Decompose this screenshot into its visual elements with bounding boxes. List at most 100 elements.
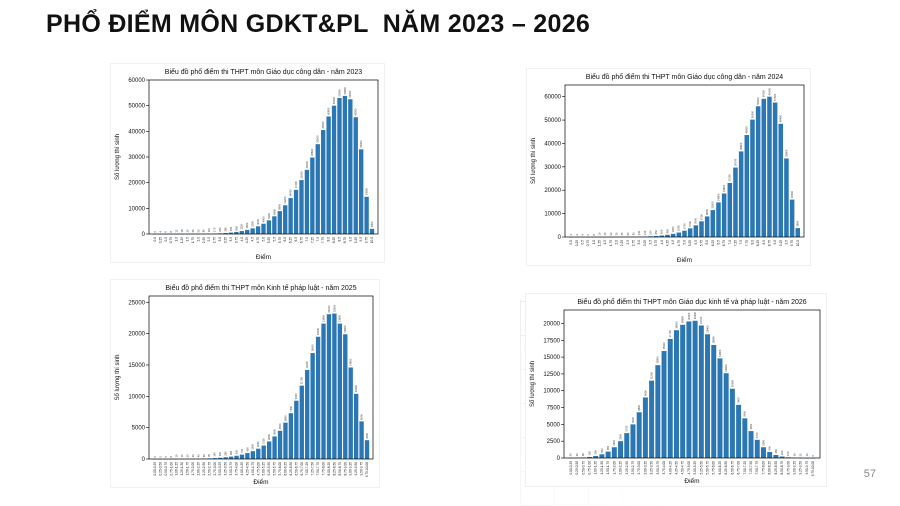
x-tick-label: 9.0	[348, 237, 352, 242]
bar-value-label: 21600	[321, 314, 325, 322]
bar-value-label: 19900	[343, 325, 347, 333]
x-tick-label: 5.25-5.50	[267, 462, 271, 476]
bar-value-label: 550	[229, 226, 233, 231]
bar-value-label: 55	[196, 229, 200, 232]
x-tick-label: 8.75-9.00	[343, 462, 347, 476]
x-tick-label: 2.75	[213, 237, 217, 243]
x-tick-label: 8.00-8.25	[768, 461, 772, 475]
bar-value-label: 29800	[310, 148, 314, 156]
bar-value-label: 140	[637, 230, 641, 235]
x-tick-label: 9.25	[354, 237, 358, 243]
bar-value-label: 14800	[718, 349, 722, 357]
x-tick-label: 4.50-4.75	[251, 462, 255, 476]
x-tick-label: 7.75	[321, 237, 325, 243]
x-tick-label: 2.25	[202, 237, 206, 243]
bar-value-label: 35000	[316, 135, 320, 143]
bar-value-label: 5	[811, 454, 815, 456]
bar-value-label: 8	[169, 455, 173, 457]
bar-value-label: 29700	[733, 158, 737, 166]
y-axis-label: Số lượng thí sinh	[115, 355, 121, 401]
bar	[369, 228, 375, 234]
bar	[310, 157, 315, 234]
bar-value-label: 19500	[316, 327, 320, 335]
x-tick-label: 8.0	[327, 237, 331, 242]
x-tick-label: 6.75	[299, 237, 303, 243]
x-tick-label: 0.25	[575, 240, 579, 246]
x-tick-label: 4.0	[240, 237, 244, 242]
plot-frame	[564, 84, 805, 238]
bar-value-label: 6	[164, 230, 168, 232]
bar-value-label: 110	[207, 228, 211, 233]
bar	[705, 334, 711, 458]
bar	[255, 226, 261, 234]
bar-value-label: 5800	[283, 415, 287, 421]
bar-value-label: 30	[614, 232, 618, 235]
bar	[234, 231, 239, 234]
bar	[223, 457, 228, 459]
bar	[680, 324, 686, 458]
y-tick-label: 5000	[547, 422, 561, 428]
bar	[326, 116, 331, 234]
y-tick-label: 0	[557, 456, 561, 462]
bar	[653, 235, 659, 237]
bar	[767, 96, 772, 237]
bar-value-label: 12	[175, 229, 179, 232]
bar	[261, 223, 266, 234]
bar-value-label: 9300	[294, 393, 298, 399]
bar-value-label: 2800	[267, 434, 271, 440]
bar-value-label: 53800	[343, 87, 347, 95]
bar-value-label: 8	[592, 233, 596, 235]
bar-value-label: 5300	[267, 213, 271, 219]
x-axis-label: Điểm	[684, 477, 699, 485]
bar	[250, 228, 255, 234]
bar-value-label: 1600	[612, 439, 616, 445]
x-tick-label: 4.75-5.00	[687, 461, 691, 475]
bar	[294, 400, 299, 459]
chart-2025: Biểu đồ phổ điểm thi THPT môn Kinh tế ph…	[111, 280, 379, 487]
x-tick-label: 4.0	[660, 240, 664, 245]
bar	[331, 105, 337, 234]
bar-value-label: 210	[643, 230, 647, 235]
bar	[305, 369, 310, 459]
x-tick-label: 5.75-6.00	[712, 461, 716, 475]
bar-value-label: 4	[158, 230, 162, 232]
x-tick-label: 1.25-1.50	[600, 461, 604, 475]
bar-value-label: 5	[586, 233, 590, 235]
bar-value-label: 45800	[327, 107, 331, 115]
x-tick-label: 5.5	[694, 240, 698, 245]
bar-value-label: 100	[786, 451, 790, 456]
x-tick-label: 4.25-4.50	[245, 462, 249, 476]
bar-value-label: 80	[202, 229, 206, 232]
bar-value-label: 11500	[650, 372, 654, 380]
x-tick-label: 10.0	[796, 240, 800, 246]
x-tick-label: 1.75-2.00	[191, 462, 195, 476]
x-tick-label: 9.25-9.50	[354, 462, 358, 476]
bar	[779, 456, 785, 458]
bar	[655, 365, 661, 458]
x-tick-label: 2.50-2.75	[207, 462, 211, 476]
bar	[277, 211, 282, 234]
bar-value-label: 6900	[272, 208, 276, 214]
bar-value-label: 650	[660, 229, 664, 234]
x-tick-label: 5.75	[278, 237, 282, 243]
chart-2023: Biểu đồ phổ điểm thi THPT môn Giáo dục c…	[111, 64, 384, 262]
bar-value-label: 19000	[674, 321, 678, 329]
bar	[250, 451, 256, 459]
bar-value-label: 520	[234, 449, 238, 454]
bar-value-label: 140	[213, 452, 217, 457]
bar	[239, 454, 245, 459]
page-number: 57	[863, 468, 876, 480]
y-axis-label: Số lượng thí sinh	[115, 134, 121, 180]
x-axis-label: Điểm	[253, 478, 268, 486]
bar	[228, 456, 234, 459]
bar-value-label: 21600	[338, 314, 342, 322]
bar	[716, 202, 721, 237]
x-tick-label: 5.00-5.25	[262, 462, 266, 476]
x-tick-label: 1.5	[186, 237, 190, 242]
bar-value-label: 95	[631, 232, 635, 235]
x-tick-label: 5.50-5.75	[706, 461, 710, 475]
x-tick-label: 8.5	[337, 237, 341, 242]
chart-title: Biểu đồ phổ điểm thi THPT môn Kinh tế ph…	[165, 283, 356, 292]
bar-value-label: 8	[169, 230, 173, 232]
x-tick-label: 3.25-3.50	[650, 461, 654, 475]
